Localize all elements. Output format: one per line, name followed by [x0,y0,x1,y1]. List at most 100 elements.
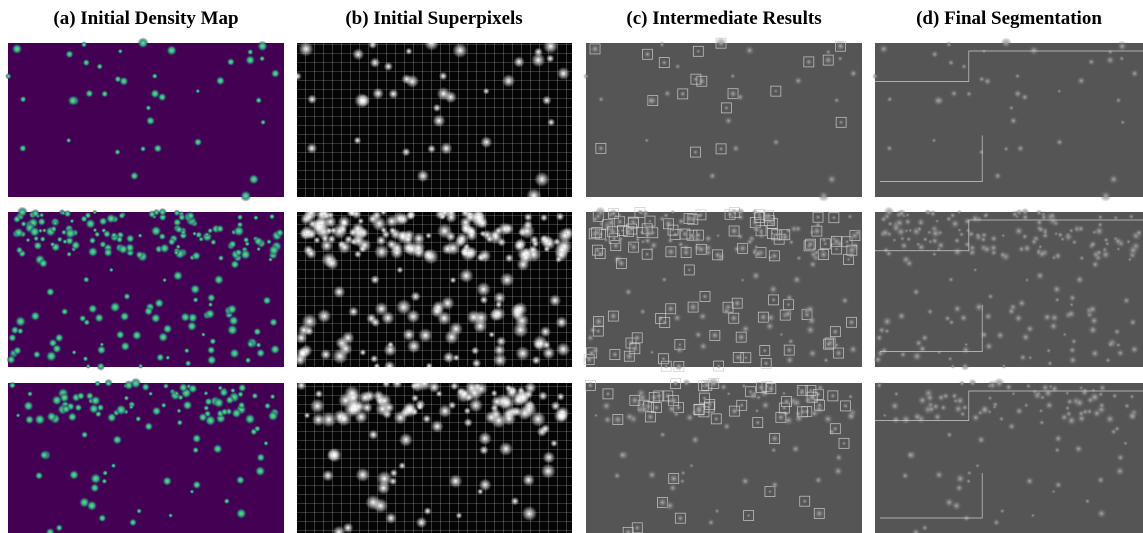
blob [768,284,779,295]
blob [72,350,77,355]
blob [66,137,72,143]
blob [1035,270,1046,281]
blob [190,489,195,494]
blob [737,243,748,254]
blob [684,213,695,224]
blob [704,234,713,243]
blob [999,508,1005,514]
blob [1089,240,1098,249]
blob [1081,408,1089,416]
image-panel [293,36,572,204]
image-panel [296,376,572,533]
blob [254,425,261,432]
blob [732,298,742,308]
blob [50,242,56,248]
blob [1051,284,1062,295]
blob [213,397,224,408]
blob [917,395,928,406]
blob [228,240,237,249]
blob [109,267,114,272]
blob [176,408,181,413]
blob [659,41,666,48]
blob [754,419,761,426]
blob [20,221,27,228]
blob [821,237,828,244]
blob [109,301,121,313]
blob [598,96,605,103]
blob [146,116,156,126]
blob [664,500,675,511]
blob [605,391,611,397]
blob [687,267,692,272]
blob [966,470,972,476]
blob [920,333,930,343]
blob [762,348,768,354]
blob [947,276,954,283]
blob [150,313,161,324]
blob [238,383,247,392]
blob [96,63,103,70]
blob [826,174,837,185]
blob [595,328,602,335]
blob [917,344,927,354]
blob [275,228,284,237]
blob [811,225,823,237]
blob [1020,332,1031,343]
blob [236,508,247,519]
blob [215,76,225,86]
blob [952,246,963,257]
blob [93,228,98,233]
blob [689,463,695,469]
blob [958,313,968,323]
blob [693,404,705,416]
blob [995,330,1006,341]
blob [758,312,769,323]
blob [755,394,761,400]
blob [85,89,94,98]
blob [975,463,981,469]
blob [130,378,141,389]
blob [229,348,240,359]
blob [207,293,216,302]
blob [33,350,41,358]
blob [687,301,699,313]
blob [773,89,778,94]
blob [961,345,971,355]
blob [905,450,915,460]
blob [245,357,252,364]
blob [607,226,619,238]
blob [847,318,856,327]
blob [218,255,225,262]
blob [782,397,791,406]
blob [624,411,635,422]
blob [716,233,721,238]
blob [926,308,934,316]
blob [756,382,766,392]
blob [1087,58,1095,66]
blob [744,45,755,56]
blob [25,238,30,243]
blob [1080,387,1090,397]
blob [743,355,748,360]
blob [1111,392,1118,399]
blob [740,278,745,283]
blob [1120,119,1126,125]
blob [81,431,89,439]
blob [950,364,955,369]
blob [1037,225,1045,233]
blob [192,297,198,303]
blob [227,304,238,315]
blob [112,435,122,445]
blob [928,239,933,244]
blob [118,244,129,255]
blob [694,236,702,244]
image-panel [6,207,284,371]
blob [831,236,841,246]
blob [998,251,1007,260]
blob [822,413,834,425]
blob [178,214,186,222]
blob [66,251,72,257]
blob [808,388,814,394]
blob [148,210,156,218]
blob [103,230,112,239]
